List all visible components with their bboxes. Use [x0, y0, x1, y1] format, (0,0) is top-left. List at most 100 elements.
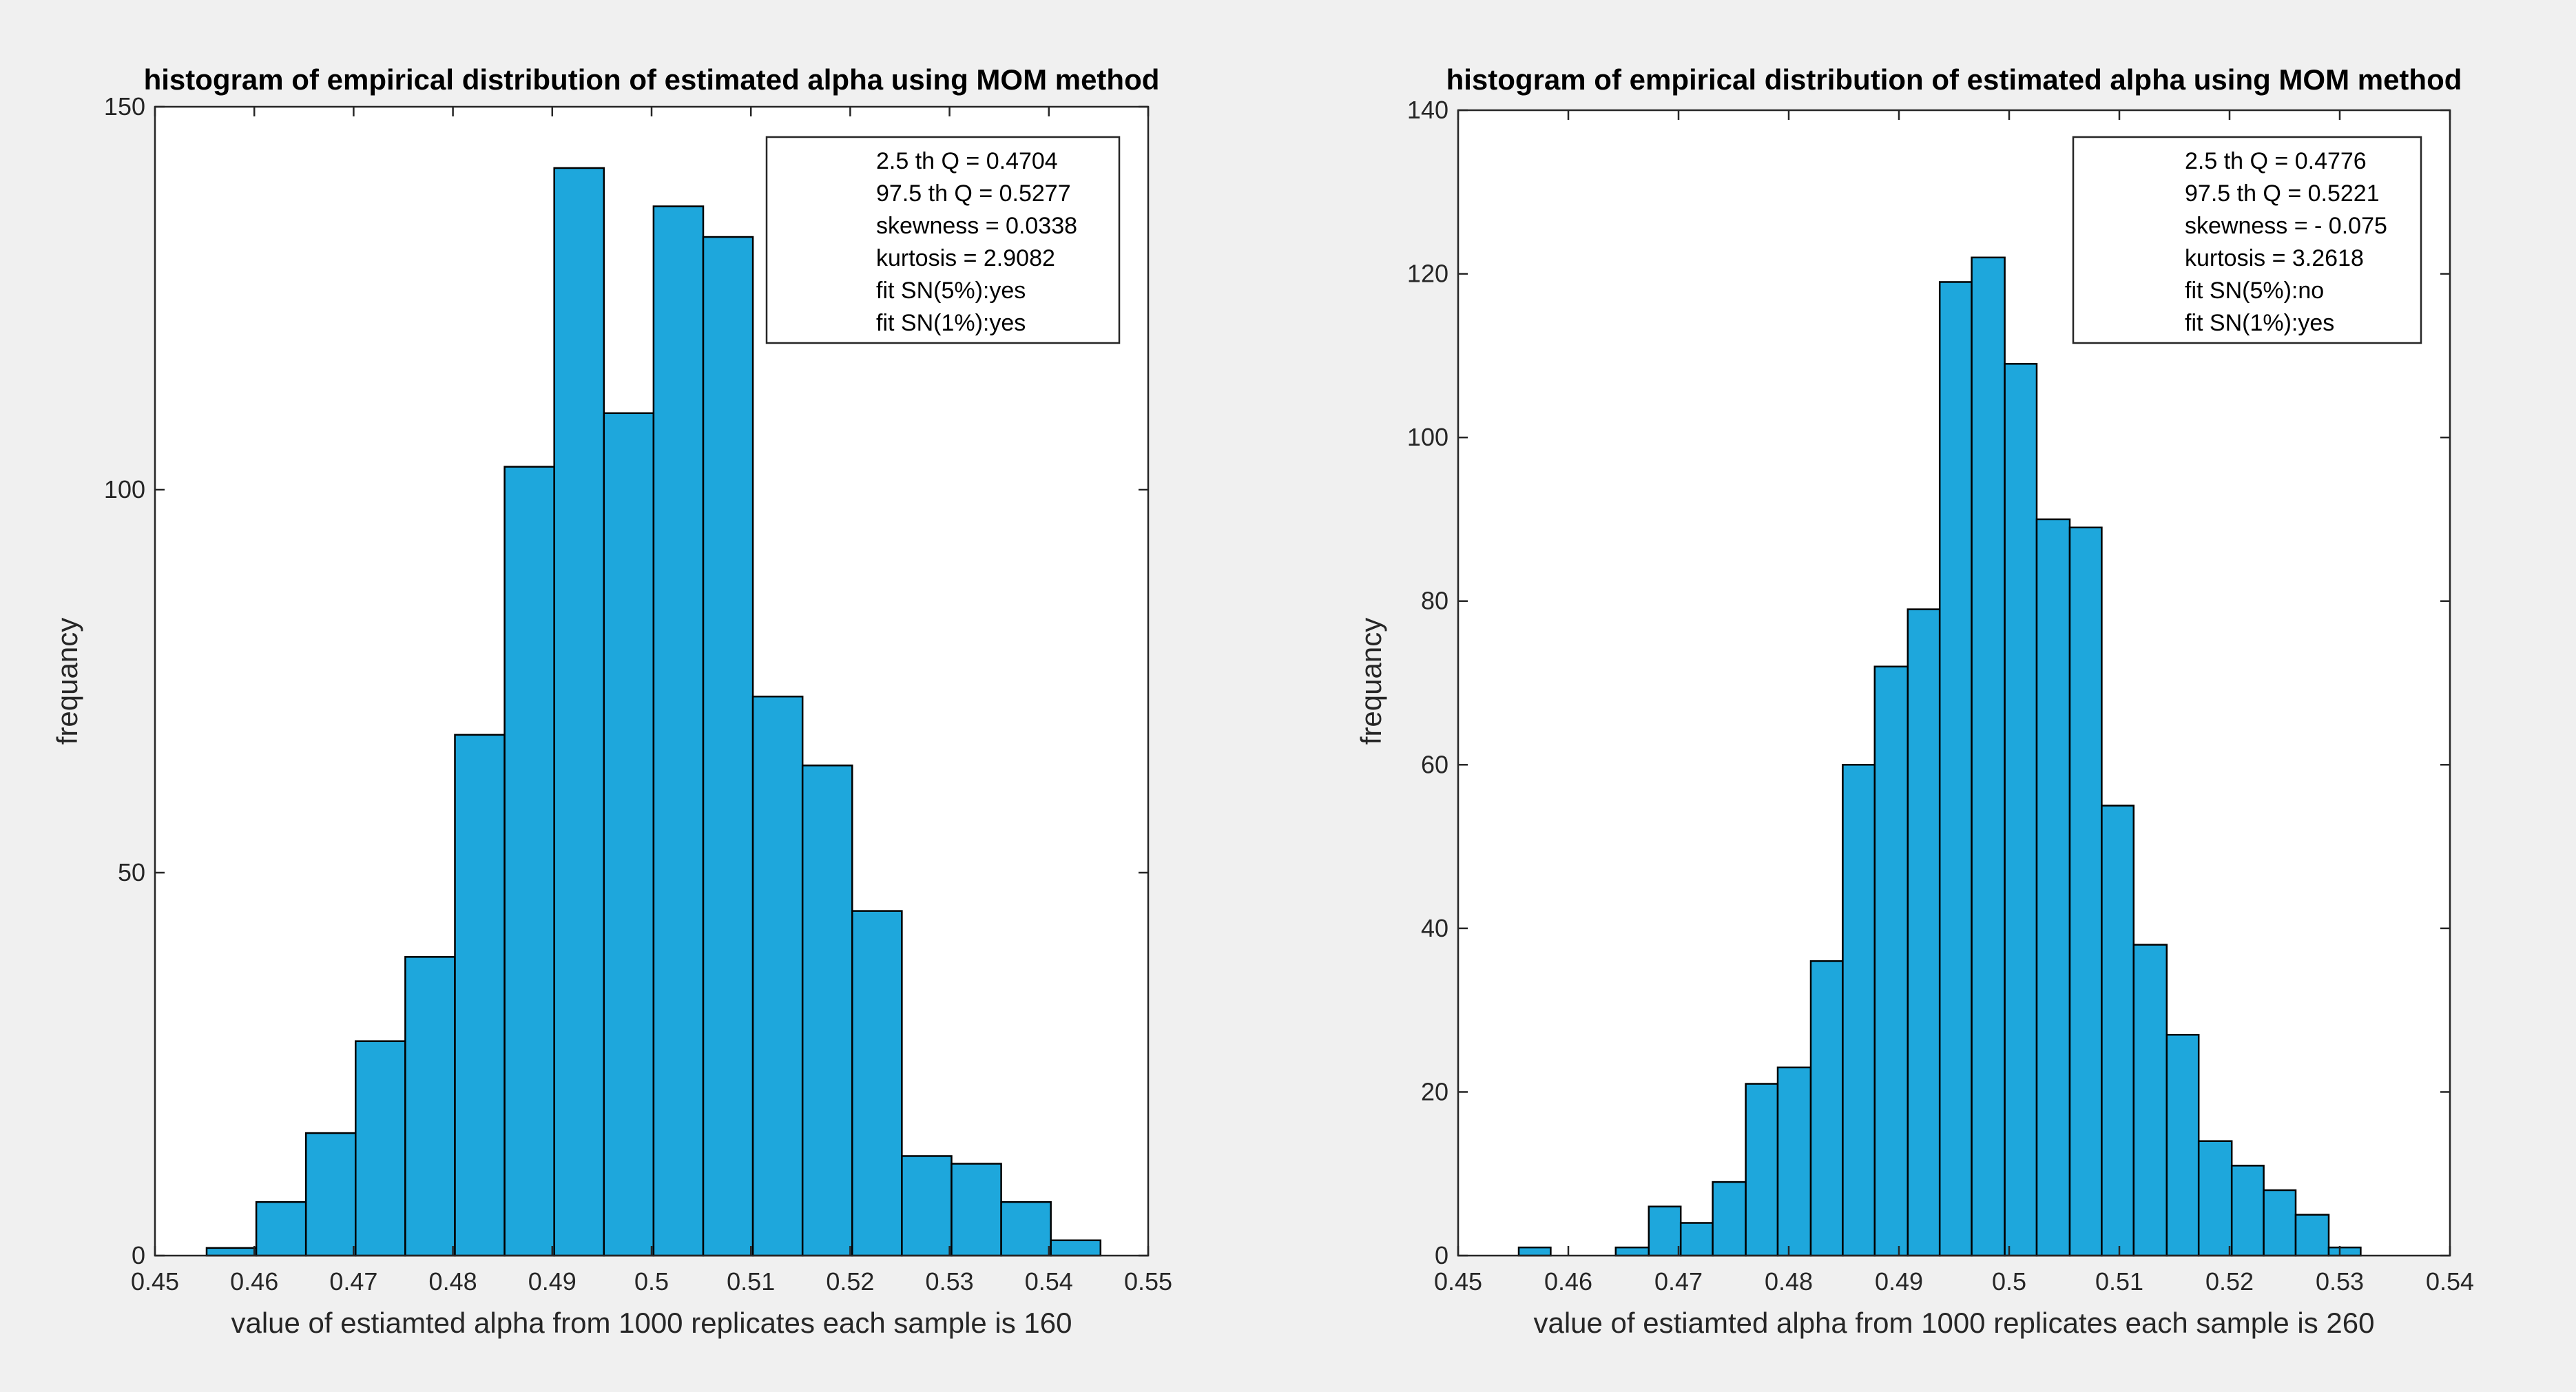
histogram-bar: [355, 1040, 406, 1257]
x-tick-label: 0.51: [2095, 1267, 2143, 1296]
chart-2: 0.45 0.46 0.47 0.48 0.49 0.5 0.51 0.52 0.53 0.54 …: [1355, 63, 2474, 1339]
histogram-bar: [205, 1247, 258, 1257]
histogram-bar: [2294, 1214, 2330, 1257]
x-ticks: 0.45 0.46 0.47 0.48 0.49 0.5 0.51 0.52 0.53 0.54: [1434, 110, 2474, 1296]
x-tick-label: 0.52: [826, 1267, 874, 1296]
histogram-bar: [2101, 804, 2135, 1257]
x-tick-label: 0.51: [727, 1267, 775, 1296]
histogram-bar: [1873, 665, 1909, 1257]
chart-title: histogram of empirical distribution of e…: [144, 63, 1160, 96]
x-tick-label: 0.47: [1654, 1267, 1703, 1296]
legend-line: kurtosis = 3.2618: [2185, 245, 2364, 271]
y-tick-label: 0: [132, 1241, 145, 1269]
histogram-bar: [2263, 1189, 2297, 1257]
histogram-bar: [1679, 1222, 1714, 1257]
y-ticks: 0 50 100 150: [104, 92, 1148, 1269]
histogram-bar: [553, 167, 605, 1257]
histogram-bar: [603, 412, 655, 1257]
x-tick-label: 0.49: [1875, 1267, 1923, 1296]
y-tick-label: 50: [118, 858, 145, 886]
y-axis-label: frequancy: [1355, 618, 1387, 745]
histogram-bar: [2068, 526, 2103, 1257]
x-tick-label: 0.5: [1992, 1267, 2026, 1296]
legend-line: 2.5 th Q = 0.4776: [2185, 148, 2367, 174]
histogram-bar: [851, 910, 903, 1257]
histogram-bar: [404, 956, 456, 1257]
x-tick-label: 0.48: [1765, 1267, 1813, 1296]
y-tick-label: 0: [1435, 1241, 1448, 1269]
histogram-bar: [1971, 256, 2006, 1257]
legend-line: 97.5 th Q = 0.5277: [876, 180, 1071, 207]
histogram-bar: [1809, 960, 1844, 1257]
y-tick-label: 100: [104, 475, 145, 503]
legend-line: 97.5 th Q = 0.5221: [2185, 180, 2380, 207]
histogram-bar: [2165, 1034, 2200, 1257]
x-tick-label: 0.54: [2426, 1267, 2474, 1296]
legend-line: fit SN(1%):yes: [2185, 310, 2334, 336]
histogram-bar: [652, 205, 705, 1257]
y-tick-label: 120: [1407, 260, 1448, 288]
x-tick-label: 0.46: [1544, 1267, 1592, 1296]
y-tick-label: 60: [1421, 750, 1448, 778]
histogram-bar: [801, 765, 853, 1257]
x-tick-label: 0.5: [634, 1267, 669, 1296]
histogram-bar: [751, 695, 804, 1257]
legend-line: 2.5 th Q = 0.4704: [876, 148, 1058, 174]
x-ticks: 0.45 0.46 0.47 0.48 0.49 0.5 0.51 0.52 0.53 0.54 0…: [131, 107, 1172, 1296]
legend-line: fit SN(5%):yes: [876, 278, 1026, 304]
legend-box: 2.5 th Q = 0.4776 97.5 th Q = 0.5221 ske…: [2072, 136, 2422, 344]
histogram-bar: [1907, 608, 1941, 1257]
histogram-bar: [304, 1132, 357, 1257]
x-axis-label: value of estiamted alpha from 1000 repli…: [231, 1307, 1072, 1339]
x-tick-label: 0.54: [1025, 1267, 1073, 1296]
y-tick-label: 20: [1421, 1077, 1448, 1105]
histogram-bar: [1000, 1201, 1052, 1257]
histogram-bar: [2327, 1246, 2362, 1257]
chart-1: 0.45 0.46 0.47 0.48 0.49 0.5 0.51 0.52 0.53 0.54 0…: [51, 63, 1172, 1339]
histogram-bar: [1745, 1083, 1779, 1257]
x-axis-label: value of estiamted alpha from 1000 repli…: [1533, 1307, 2374, 1339]
y-tick-label: 40: [1421, 914, 1448, 942]
plot-frame: [1457, 109, 2451, 1257]
x-tick-label: 0.55: [1124, 1267, 1172, 1296]
histogram-bar: [2197, 1140, 2233, 1257]
histogram-bar: [503, 466, 555, 1257]
y-axis-label: frequancy: [51, 618, 83, 745]
legend-box: 2.5 th Q = 0.4704 97.5 th Q = 0.5277 ske…: [765, 136, 1121, 344]
histogram-bar: [1712, 1181, 1747, 1257]
y-tick-label: 80: [1421, 587, 1448, 615]
y-tick-label: 100: [1407, 423, 1448, 451]
bars: [1517, 256, 2362, 1257]
legend-frame: [765, 136, 1121, 344]
histogram-bar: [1938, 281, 1973, 1257]
x-tick-label: 0.47: [329, 1267, 377, 1296]
histogram-bar: [2004, 362, 2038, 1257]
x-tick-label: 0.48: [429, 1267, 477, 1296]
x-tick-label: 0.46: [230, 1267, 278, 1296]
legend-line: fit SN(1%):yes: [876, 310, 1026, 336]
histogram-bar: [2132, 944, 2168, 1257]
legend-frame: [2072, 136, 2422, 344]
histogram-bar: [454, 734, 506, 1257]
histogram-bar: [1842, 764, 1876, 1257]
histogram-bar: [951, 1163, 1002, 1257]
chart-title: histogram of empirical distribution of e…: [1446, 63, 2462, 96]
x-tick-label: 0.45: [1434, 1267, 1482, 1296]
x-tick-label: 0.53: [2316, 1267, 2364, 1296]
legend-line: skewness = - 0.075: [2185, 213, 2387, 239]
y-tick-label: 150: [104, 92, 145, 121]
histogram-bar: [1614, 1246, 1650, 1257]
x-tick-label: 0.49: [528, 1267, 577, 1296]
legend-line: kurtosis = 2.9082: [876, 245, 1055, 271]
x-tick-label: 0.53: [926, 1267, 974, 1296]
histogram-bar: [255, 1201, 307, 1257]
legend-line: skewness = 0.0338: [876, 213, 1077, 239]
histogram-bar: [1050, 1239, 1102, 1257]
x-tick-label: 0.52: [2205, 1267, 2254, 1296]
histogram-bar: [1648, 1205, 1682, 1257]
y-ticks: 0 20 40 60 80 100 120 140: [1407, 96, 2450, 1269]
x-tick-label: 0.45: [131, 1267, 179, 1296]
histogram-bar: [2230, 1165, 2265, 1257]
legend-line: fit SN(5%):no: [2185, 278, 2324, 304]
